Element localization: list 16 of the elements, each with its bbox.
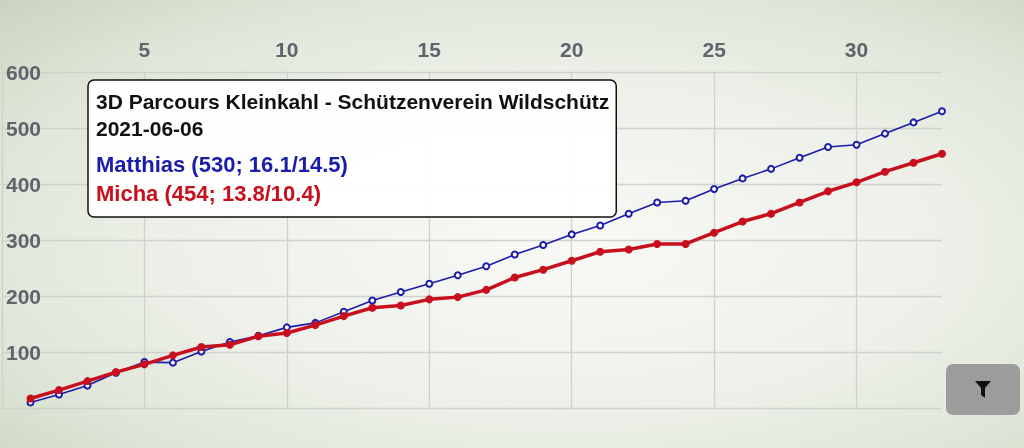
text: Matthias (530; 16.1/14.5) <box>96 151 348 177</box>
text: Micha (454; 13.8/10.4) <box>96 180 322 206</box>
y-tick-label: 400 <box>6 172 42 196</box>
text: 3D Parcours Kleinkahl - Schützenverein Wildschütz <box>96 90 610 113</box>
x-tick-label: 25 <box>702 38 727 61</box>
x-tick-label: 30 <box>844 38 869 61</box>
x-tick-label: 15 <box>417 38 442 61</box>
y-tick-label: 200 <box>6 284 42 308</box>
x-tick-label: 20 <box>560 38 584 61</box>
y-tick-label: 300 <box>6 228 42 252</box>
y-tick-label: 500 <box>6 116 42 140</box>
x-tick-label: 5 <box>138 38 151 61</box>
y-tick-label: 600 <box>6 60 42 84</box>
y-tick-label: 100 <box>6 340 42 364</box>
text: 2021-06-06 <box>96 117 204 140</box>
x-tick-label: 10 <box>275 38 299 61</box>
